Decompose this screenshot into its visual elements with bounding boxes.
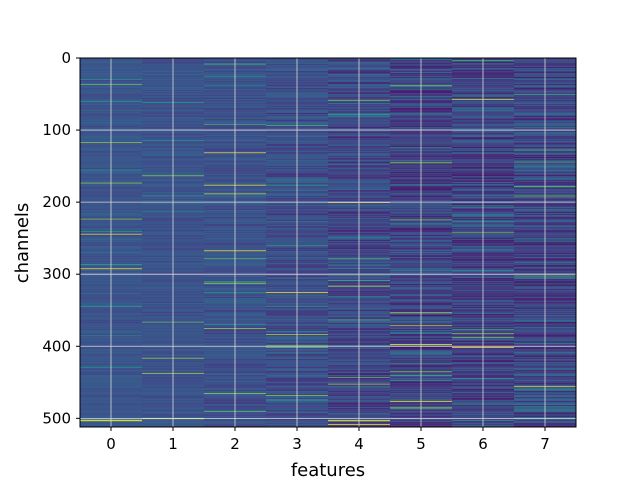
plot-frame (79, 57, 577, 428)
x-tick-label: 4 (354, 435, 364, 453)
x-tick-label: 0 (106, 435, 116, 453)
x-axis-ticks: 0 1 2 3 4 5 6 7 (106, 427, 550, 453)
y-axis-label: channels (12, 203, 33, 284)
x-tick-label: 5 (416, 435, 426, 453)
y-tick-label: 0 (61, 49, 71, 67)
x-tick-label: 1 (168, 435, 178, 453)
y-tick-label: 300 (42, 265, 71, 283)
y-tick-label: 200 (42, 193, 71, 211)
y-tick-label: 500 (42, 409, 71, 427)
y-tick-label: 400 (42, 337, 71, 355)
x-tick-label: 7 (540, 435, 550, 453)
y-axis-ticks: 0 100 200 300 400 500 (42, 49, 80, 427)
y-tick-label: 100 (42, 121, 71, 139)
heatmap-cells (80, 58, 577, 428)
grid-lines (80, 57, 576, 427)
x-tick-label: 2 (230, 435, 240, 453)
x-axis-label: features (291, 460, 365, 480)
x-tick-label: 6 (478, 435, 488, 453)
x-tick-label: 3 (292, 435, 302, 453)
